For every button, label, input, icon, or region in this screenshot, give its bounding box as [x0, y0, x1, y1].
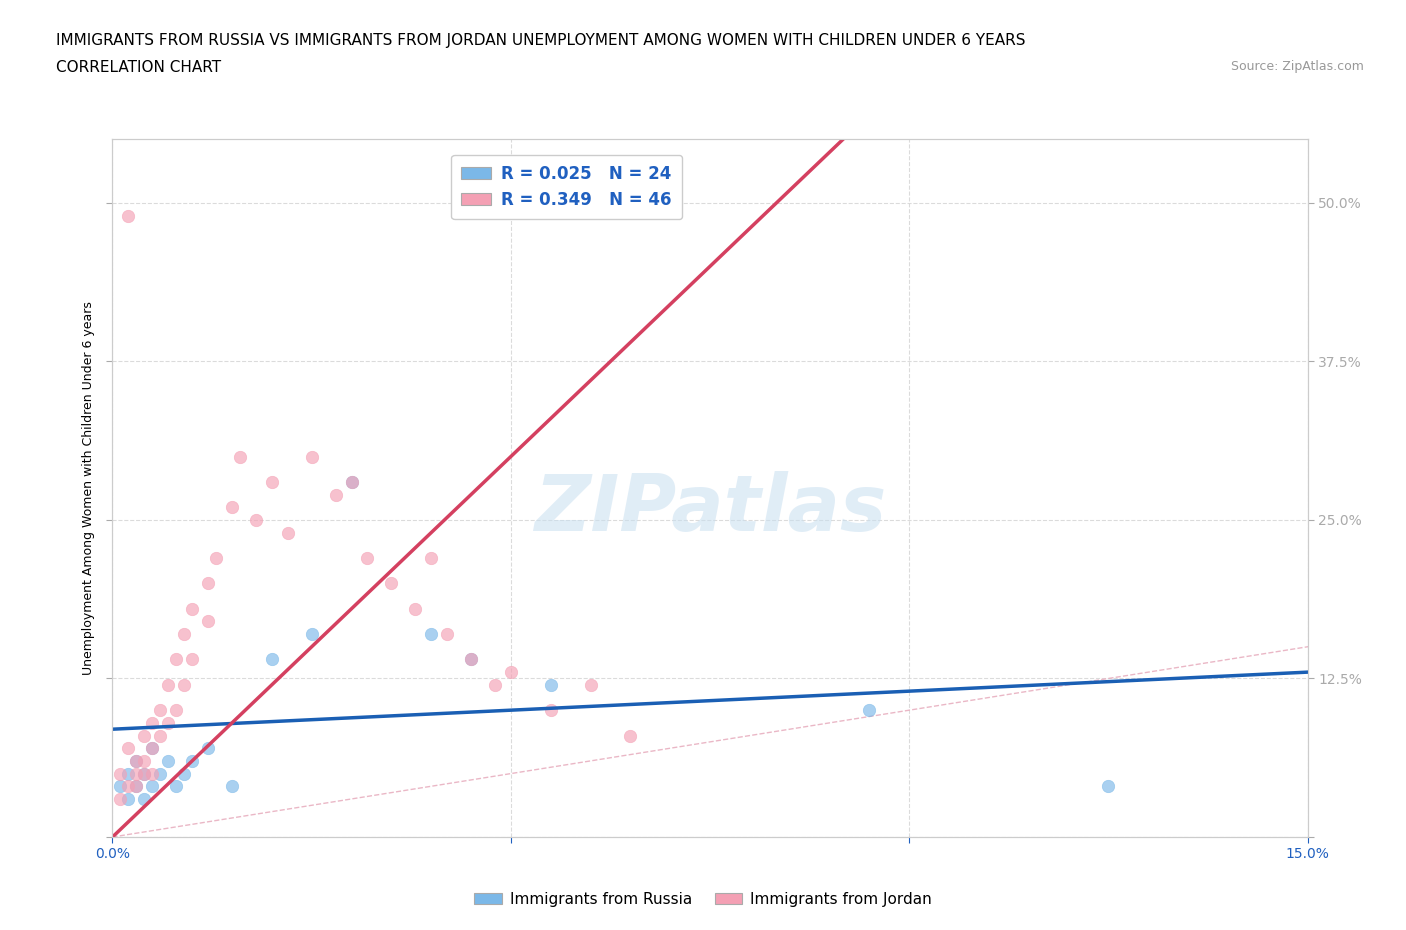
Point — [858, 703, 880, 718]
Point — [165, 652, 187, 667]
Point — [540, 677, 562, 692]
Point — [117, 791, 139, 806]
Point — [420, 551, 443, 565]
Point — [484, 677, 506, 692]
Point — [404, 602, 426, 617]
Point — [1097, 778, 1119, 793]
Point — [141, 715, 163, 730]
Point — [197, 614, 219, 629]
Point — [134, 766, 156, 781]
Y-axis label: Unemployment Among Women with Children Under 6 years: Unemployment Among Women with Children U… — [82, 301, 96, 675]
Point — [181, 652, 204, 667]
Point — [157, 753, 180, 768]
Point — [149, 703, 172, 718]
Point — [197, 576, 219, 591]
Point — [173, 627, 195, 642]
Point — [340, 474, 363, 489]
Point — [149, 766, 172, 781]
Point — [579, 677, 602, 692]
Point — [125, 753, 148, 768]
Point — [134, 728, 156, 743]
Point — [117, 741, 139, 756]
Point — [125, 753, 148, 768]
Point — [141, 766, 163, 781]
Point — [499, 665, 522, 680]
Point — [301, 449, 323, 464]
Point — [181, 602, 204, 617]
Point — [260, 474, 283, 489]
Point — [205, 551, 228, 565]
Point — [221, 499, 243, 514]
Point — [134, 753, 156, 768]
Point — [460, 652, 482, 667]
Point — [165, 703, 187, 718]
Point — [141, 778, 163, 793]
Point — [619, 728, 641, 743]
Text: ZIPatlas: ZIPatlas — [534, 472, 886, 547]
Point — [134, 766, 156, 781]
Point — [117, 766, 139, 781]
Point — [460, 652, 482, 667]
Point — [260, 652, 283, 667]
Point — [125, 778, 148, 793]
Legend: Immigrants from Russia, Immigrants from Jordan: Immigrants from Russia, Immigrants from … — [468, 886, 938, 913]
Point — [110, 766, 132, 781]
Legend: R = 0.025   N = 24, R = 0.349   N = 46: R = 0.025 N = 24, R = 0.349 N = 46 — [451, 154, 682, 219]
Point — [110, 778, 132, 793]
Point — [325, 487, 347, 502]
Point — [340, 474, 363, 489]
Point — [165, 778, 187, 793]
Point — [134, 791, 156, 806]
Text: Source: ZipAtlas.com: Source: ZipAtlas.com — [1230, 60, 1364, 73]
Point — [141, 741, 163, 756]
Text: IMMIGRANTS FROM RUSSIA VS IMMIGRANTS FROM JORDAN UNEMPLOYMENT AMONG WOMEN WITH C: IMMIGRANTS FROM RUSSIA VS IMMIGRANTS FRO… — [56, 33, 1026, 47]
Point — [197, 741, 219, 756]
Point — [245, 512, 267, 527]
Point — [110, 791, 132, 806]
Point — [149, 728, 172, 743]
Point — [356, 551, 378, 565]
Point — [157, 677, 180, 692]
Point — [181, 753, 204, 768]
Point — [173, 766, 195, 781]
Point — [117, 778, 139, 793]
Point — [125, 766, 148, 781]
Point — [540, 703, 562, 718]
Point — [420, 627, 443, 642]
Point — [436, 627, 458, 642]
Point — [301, 627, 323, 642]
Point — [221, 778, 243, 793]
Point — [173, 677, 195, 692]
Point — [141, 741, 163, 756]
Point — [117, 208, 139, 223]
Point — [125, 778, 148, 793]
Point — [277, 525, 299, 540]
Point — [157, 715, 180, 730]
Point — [229, 449, 252, 464]
Point — [380, 576, 402, 591]
Text: CORRELATION CHART: CORRELATION CHART — [56, 60, 221, 75]
